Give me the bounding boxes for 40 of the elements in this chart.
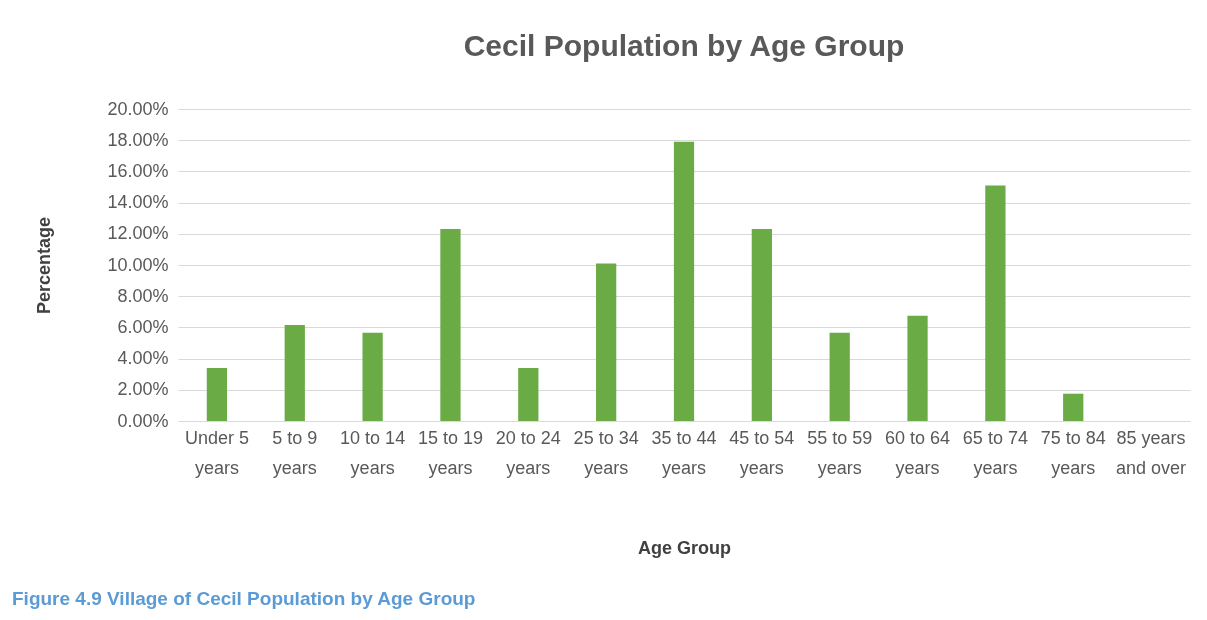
y-tick-label: 20.00%	[107, 98, 169, 119]
x-tick-label: 55 to 59 years	[807, 427, 873, 478]
bar	[518, 367, 539, 421]
bar	[206, 367, 228, 421]
bar	[673, 141, 695, 421]
chart-title: Cecil Population by Age Group	[463, 29, 905, 62]
bar	[284, 325, 305, 421]
y-tick-label: 10.00%	[107, 254, 169, 275]
x-axis-title: Age Group	[638, 537, 731, 558]
bar	[829, 332, 850, 421]
x-tick-label: 20 to 24 years	[495, 427, 561, 478]
bar	[440, 229, 461, 421]
bar	[907, 315, 928, 421]
y-tick-label: 4.00%	[117, 348, 169, 369]
bar	[985, 185, 1006, 421]
y-tick-label: 16.00%	[107, 160, 169, 181]
x-tick-label: 35 to 44 years	[651, 427, 717, 478]
x-tick-label: 85 years and over	[1116, 427, 1187, 478]
x-tick-label: Under 5 years	[184, 427, 249, 478]
y-axis-title: Percentage	[33, 216, 54, 315]
caption: Figure 4.9 Village of Cecil Population by Age Group	[12, 588, 476, 610]
x-tick-label: 15 to 19 years	[417, 427, 483, 478]
bar	[1063, 393, 1084, 421]
y-tick-label: 0.00%	[117, 410, 169, 431]
y-tick-label: 8.00%	[117, 285, 169, 306]
x-tick-label: 75 to 84 years	[1040, 427, 1106, 478]
y-tick-label: 2.00%	[117, 379, 169, 400]
bar	[362, 332, 383, 421]
y-tick-label: 12.00%	[107, 223, 169, 244]
y-tick-label: 18.00%	[107, 129, 169, 150]
x-tick-label: 10 to 14 years	[340, 427, 406, 478]
x-tick-label: 45 to 54 years	[729, 427, 795, 478]
bar	[751, 229, 772, 421]
x-tick-label: 5 to 9 years	[272, 427, 318, 478]
y-tick-label: 6.00%	[117, 316, 169, 337]
bar	[596, 263, 617, 421]
y-tick-label: 14.00%	[107, 192, 169, 213]
x-tick-label: 25 to 34 years	[573, 427, 639, 478]
x-tick-label: 65 to 74 years	[962, 427, 1028, 478]
x-tick-label: 60 to 64 years	[885, 427, 951, 478]
